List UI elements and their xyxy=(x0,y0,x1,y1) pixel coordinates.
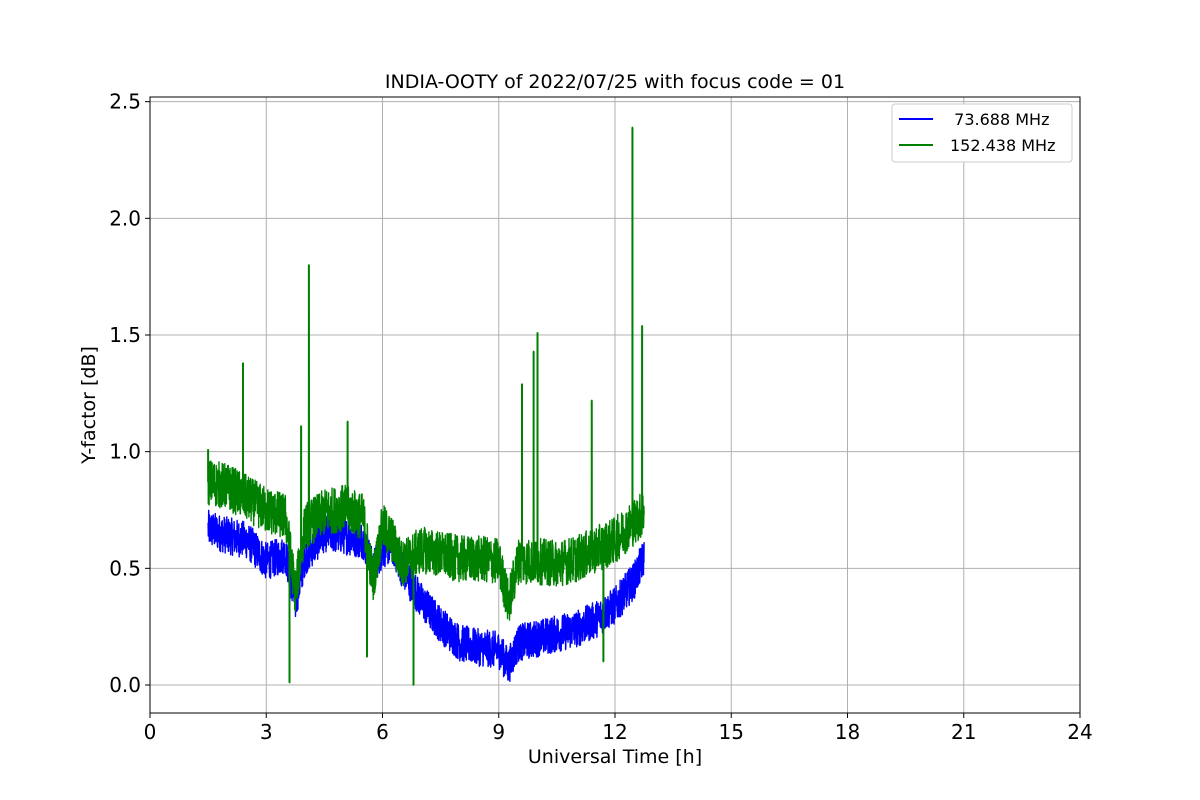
x-tick-label: 12 xyxy=(602,720,627,744)
y-tick-label: 0.0 xyxy=(109,673,141,697)
x-tick-label: 15 xyxy=(719,720,744,744)
x-axis-label: Universal Time [h] xyxy=(528,746,702,768)
series-lines xyxy=(207,126,645,686)
x-tick-label: 24 xyxy=(1067,720,1092,744)
series-line-0 xyxy=(207,509,645,682)
legend-box xyxy=(891,103,1073,163)
x-tick-label: 0 xyxy=(144,720,157,744)
x-tick-label: 6 xyxy=(376,720,389,744)
x-tick-label: 21 xyxy=(951,720,976,744)
y-tick-label: 0.5 xyxy=(109,556,141,580)
x-tick-label: 9 xyxy=(492,720,505,744)
x-axis-ticks: 0 3 6 9 12 15 18 21 24 xyxy=(144,713,1093,744)
series-line-1 xyxy=(207,126,645,686)
y-tick-label: 2.5 xyxy=(109,90,141,114)
chart-title: INDIA-OOTY of 2022/07/25 with focus code… xyxy=(385,71,845,93)
legend: 73.688 MHz 152.438 MHz xyxy=(891,103,1073,163)
x-tick-label: 18 xyxy=(835,720,860,744)
x-tick-label: 3 xyxy=(260,720,273,744)
y-tick-label: 2.0 xyxy=(109,206,141,230)
legend-label-152mhz: 152.438 MHz xyxy=(950,136,1055,155)
legend-label-73mhz: 73.688 MHz xyxy=(944,110,1049,129)
y-axis-label: Y-factor [dB] xyxy=(78,346,100,465)
y-tick-label: 1.5 xyxy=(109,323,141,347)
y-axis-ticks: 0.0 0.5 1.0 1.5 2.0 2.5 xyxy=(109,90,150,697)
y-tick-label: 1.0 xyxy=(109,440,141,464)
